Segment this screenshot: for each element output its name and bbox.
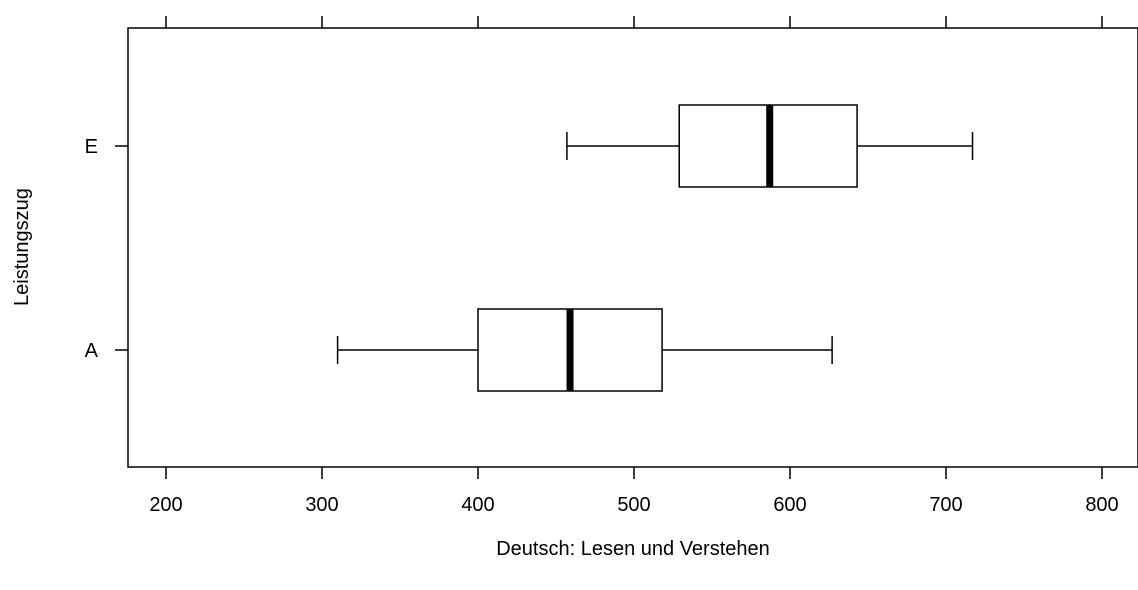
x-axis-bottom: 200 300 400 500 600 700 800: [149, 467, 1119, 516]
plot-frame: [127, 27, 1138, 468]
x-tick-label-200: 200: [149, 494, 182, 516]
x-tick-label-800: 800: [1085, 494, 1118, 516]
y-tick-label-A: A: [85, 340, 99, 362]
boxes-group: [336, 104, 974, 392]
y-axis: AE: [85, 136, 128, 362]
x-tick-label-500: 500: [617, 494, 650, 516]
x-axis-top: [165, 16, 1103, 28]
x-tick-label-300: 300: [305, 494, 338, 516]
x-tick-label-400: 400: [461, 494, 494, 516]
y-tick-label-E: E: [85, 136, 98, 158]
y-axis-title: Leistungszug: [11, 188, 33, 306]
x-tick-label-700: 700: [929, 494, 962, 516]
x-tick-label-600: 600: [773, 494, 806, 516]
x-axis-title: Deutsch: Lesen und Verstehen: [496, 538, 770, 560]
